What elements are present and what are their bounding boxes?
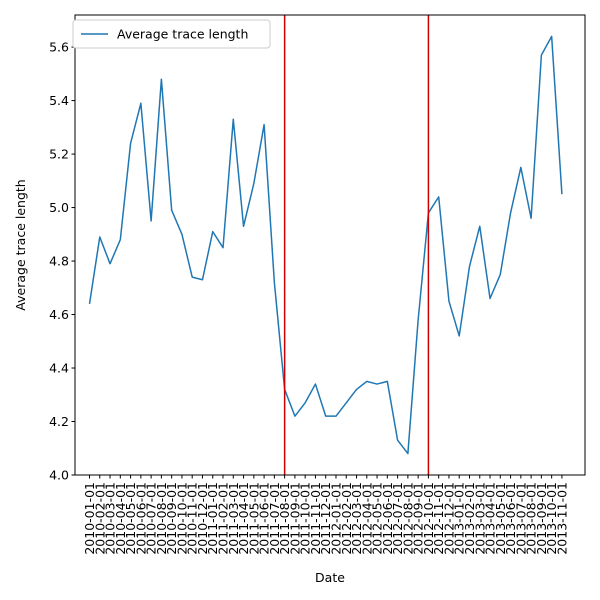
y-tick-label: 5.0 [49, 200, 69, 215]
y-tick-label: 4.6 [49, 307, 69, 322]
y-tick-label: 4.0 [49, 468, 69, 483]
legend: Average trace length [73, 20, 270, 48]
y-tick-label: 4.4 [49, 361, 69, 376]
y-tick-label: 4.2 [49, 414, 69, 429]
x-axis-label: Date [315, 570, 345, 585]
x-axis-ticks: 2010-01-012010-02-012010-03-012010-04-01… [82, 475, 569, 555]
y-tick-label: 4.8 [49, 254, 69, 269]
y-tick-label: 5.4 [49, 93, 69, 108]
y-tick-label: 5.2 [49, 147, 69, 162]
x-tick-label: 2013-11-01 [554, 482, 569, 555]
y-axis-label: Average trace length [13, 179, 28, 310]
legend-entry-average-trace-length: Average trace length [117, 27, 248, 42]
y-tick-label: 5.6 [49, 40, 69, 55]
